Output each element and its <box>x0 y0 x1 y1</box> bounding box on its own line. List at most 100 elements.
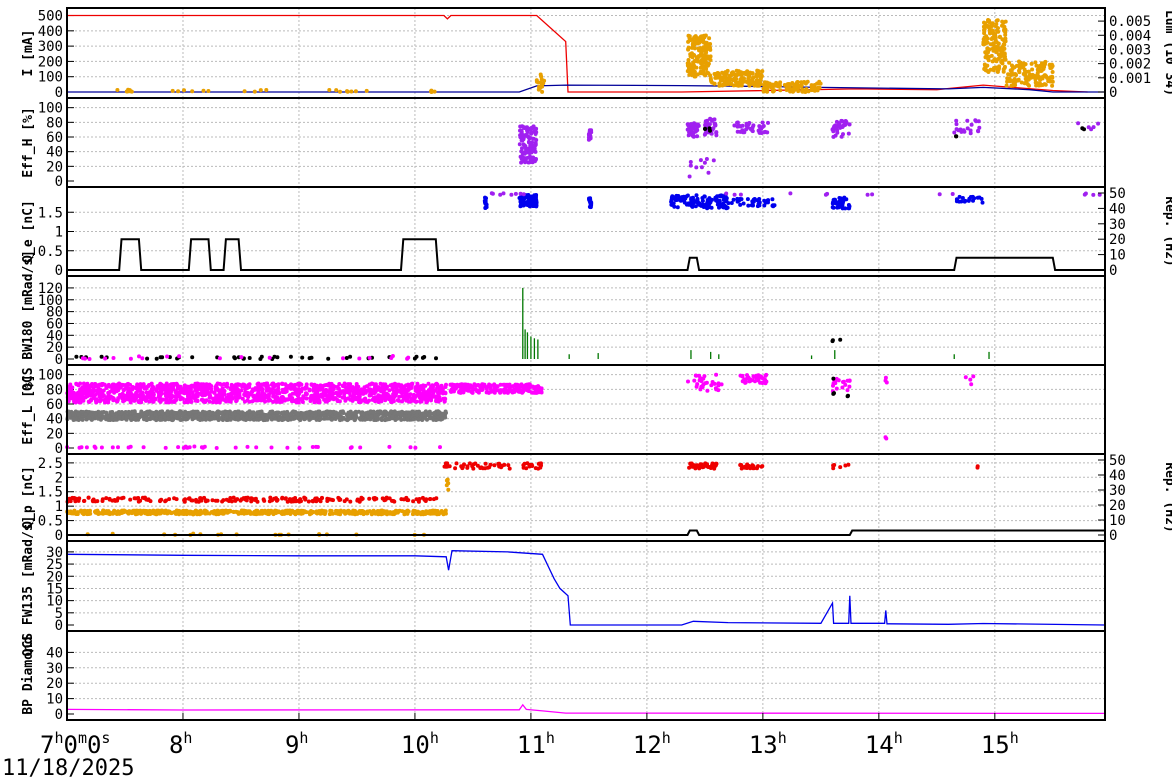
data-point <box>1016 78 1021 83</box>
data-point <box>297 383 301 388</box>
data-point <box>79 394 84 399</box>
data-point <box>354 382 359 386</box>
data-point <box>1033 77 1038 82</box>
data-point <box>158 355 163 360</box>
data-point <box>694 165 699 170</box>
right-axis-label: Rep. (Hz) <box>1162 196 1172 266</box>
data-point <box>736 70 741 75</box>
data-point <box>763 373 768 378</box>
data-point <box>165 409 170 414</box>
data-point <box>530 126 534 131</box>
data-point <box>255 417 260 422</box>
data-point <box>368 409 373 414</box>
data-point <box>513 191 518 196</box>
data-point <box>747 74 752 79</box>
y-tick-label: 0.5 <box>38 514 63 530</box>
data-point <box>721 74 726 79</box>
data-point <box>525 128 530 132</box>
data-point <box>413 445 418 450</box>
data-point <box>341 415 346 420</box>
data-point <box>761 124 766 128</box>
data-point <box>732 123 737 128</box>
data-point <box>218 410 223 415</box>
data-point <box>124 89 129 94</box>
data-point <box>168 398 173 403</box>
data-point <box>327 88 332 92</box>
data-point <box>706 204 711 209</box>
data-point <box>831 376 836 381</box>
data-point <box>193 381 198 386</box>
data-point <box>341 356 345 361</box>
data-point <box>396 411 401 416</box>
data-point <box>509 192 514 197</box>
data-point <box>1033 60 1038 65</box>
data-point <box>954 197 959 202</box>
data-point <box>714 461 719 466</box>
data-point <box>280 381 285 386</box>
data-point <box>700 71 705 76</box>
data-point <box>110 445 115 450</box>
data-point <box>527 204 532 209</box>
data-point <box>116 396 121 401</box>
data-point <box>1004 83 1009 88</box>
data-point <box>222 389 227 393</box>
data-point <box>709 464 714 469</box>
data-point <box>1050 79 1055 84</box>
data-point <box>987 20 992 25</box>
data-point <box>95 383 100 388</box>
data-point <box>965 118 970 123</box>
data-point <box>348 499 353 504</box>
data-point <box>204 382 209 387</box>
data-point <box>1002 42 1007 47</box>
y-tick-label: 0 <box>55 174 63 190</box>
data-point <box>187 445 192 450</box>
data-point <box>406 414 411 418</box>
data-point <box>369 414 374 419</box>
data-point <box>452 383 457 387</box>
data-point <box>237 391 242 396</box>
data-point <box>713 122 718 127</box>
data-point <box>318 387 323 392</box>
data-point <box>183 417 188 422</box>
data-point <box>97 413 102 418</box>
data-point <box>372 385 377 390</box>
data-point <box>434 381 439 386</box>
data-point <box>106 400 111 405</box>
data-point <box>1038 69 1043 73</box>
data-point <box>787 82 791 86</box>
data-point <box>270 381 275 386</box>
data-point <box>703 126 707 131</box>
data-point <box>194 413 199 418</box>
data-point <box>977 195 982 200</box>
data-point <box>831 134 836 139</box>
data-point <box>331 384 336 389</box>
data-point <box>368 387 373 392</box>
data-point <box>1026 77 1031 82</box>
data-point <box>195 391 200 396</box>
data-point <box>799 80 804 85</box>
data-point <box>675 205 680 210</box>
data-point <box>842 122 847 127</box>
data-point <box>193 409 198 414</box>
data-point <box>252 89 257 94</box>
data-point <box>980 200 985 205</box>
data-point <box>304 396 309 401</box>
data-point <box>397 398 401 403</box>
data-point <box>750 71 755 76</box>
data-point <box>957 194 962 199</box>
data-point <box>287 497 292 502</box>
data-point <box>240 396 245 401</box>
data-point <box>737 123 742 128</box>
data-point <box>744 127 749 132</box>
data-point <box>276 384 280 388</box>
data-point <box>209 389 214 394</box>
data-point <box>150 416 155 421</box>
data-point <box>195 399 200 403</box>
data-point <box>225 395 230 400</box>
right-tick-label: 0.003 <box>1109 42 1151 58</box>
data-point <box>995 66 1000 71</box>
data-point <box>76 412 81 417</box>
data-point <box>406 399 411 404</box>
data-point <box>1024 81 1029 86</box>
